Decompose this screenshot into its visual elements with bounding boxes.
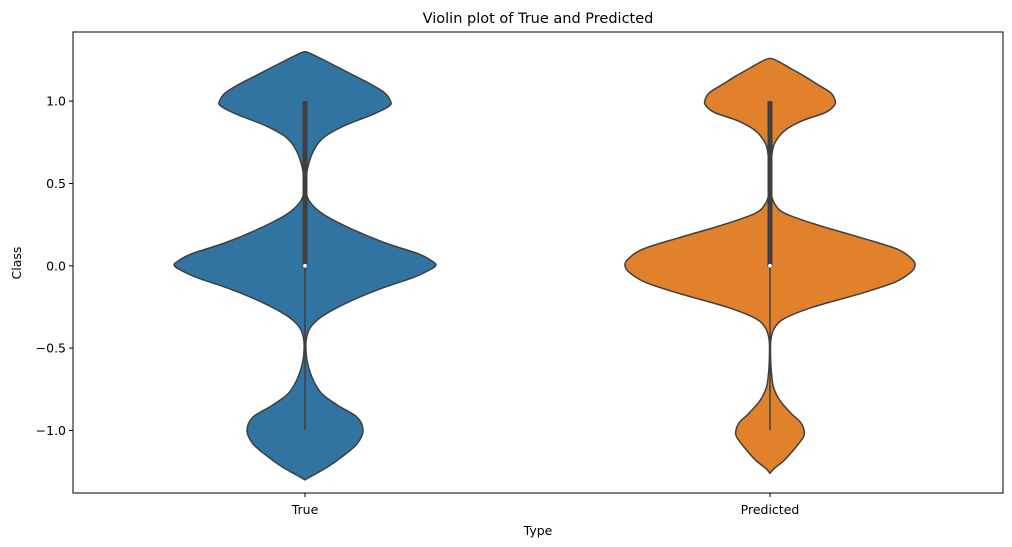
y-axis-ticks: 1.0 0.5 0.0 −0.5 −1.0 xyxy=(36,94,73,438)
x-tick-label: Predicted xyxy=(741,502,800,517)
chart-title: Violin plot of True and Predicted xyxy=(423,11,654,27)
y-axis-label: Class xyxy=(9,247,24,280)
y-tick-label: 1.0 xyxy=(46,94,66,109)
x-axis-label: Type xyxy=(523,523,553,538)
y-tick-label: 0.0 xyxy=(46,258,66,273)
violins-layer xyxy=(173,51,916,481)
y-tick-label: −1.0 xyxy=(36,423,66,438)
x-tick-label: True xyxy=(291,502,319,517)
boxes-layer xyxy=(302,101,773,431)
y-tick-label: −0.5 xyxy=(36,341,66,356)
plot-frame xyxy=(72,31,1004,494)
median-marker-predicted xyxy=(767,263,773,269)
median-marker-true xyxy=(302,263,308,269)
x-axis-ticks: True Predicted xyxy=(291,493,800,517)
y-tick-label: 0.5 xyxy=(46,176,66,191)
